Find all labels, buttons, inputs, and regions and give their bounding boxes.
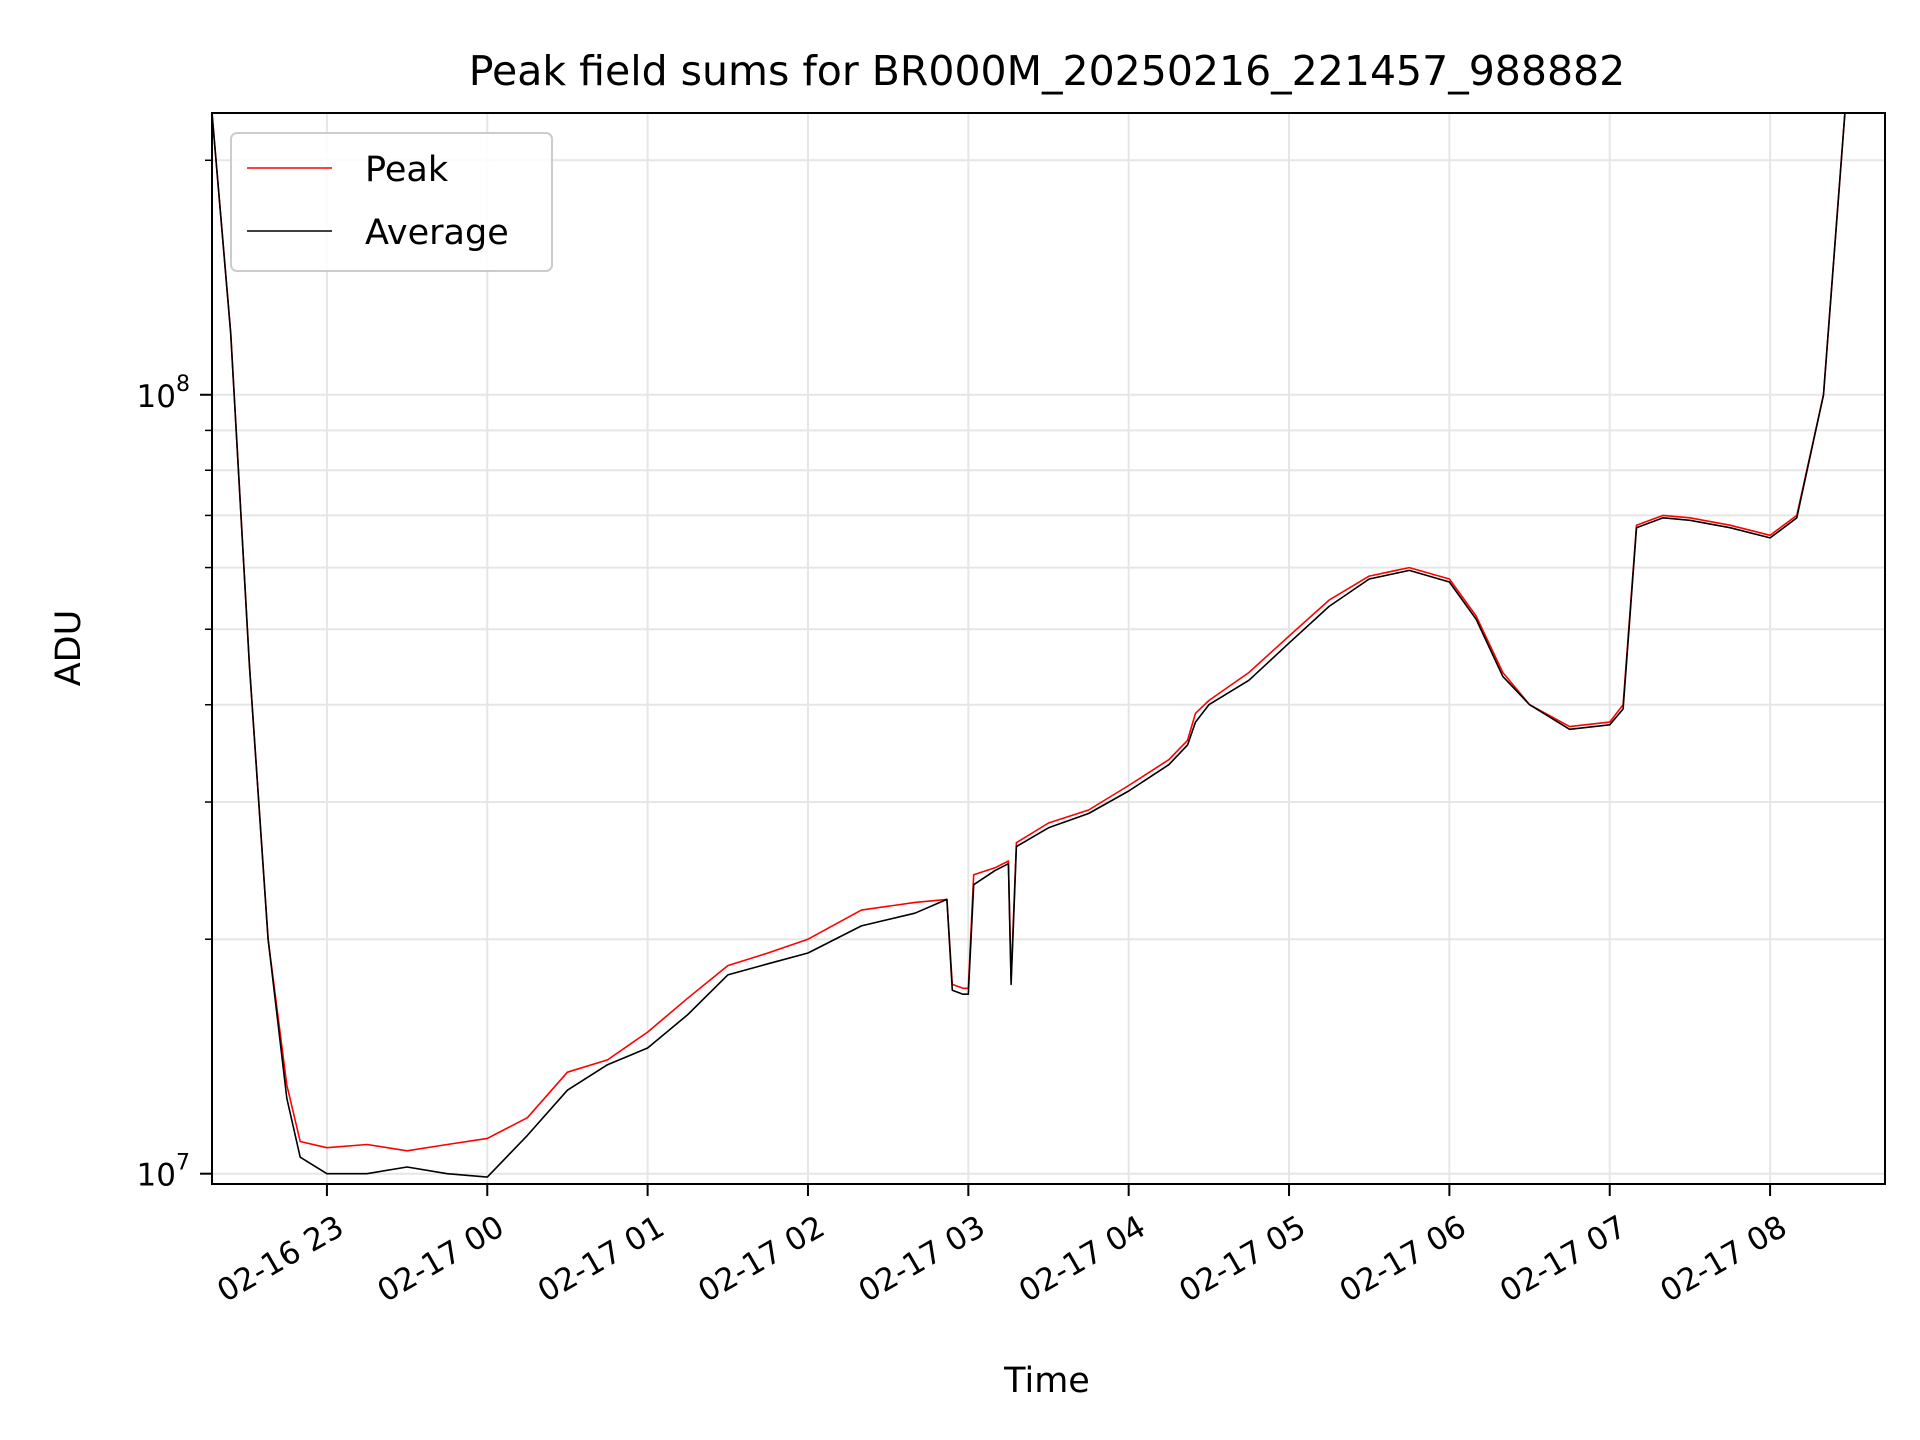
plot-frame bbox=[211, 112, 1886, 1185]
legend-label-average: Average bbox=[365, 213, 509, 253]
x-axis-label: Time bbox=[1003, 1361, 1090, 1401]
x-tick-label: 02-17 07 bbox=[1494, 1209, 1633, 1310]
x-tick-label: 02-17 04 bbox=[1013, 1209, 1152, 1310]
y-tick-label-exponent: 7 bbox=[176, 1151, 190, 1176]
x-axis: 02-16 23 02-17 00 02-17 01 02-17 02 02-17 03… bbox=[211, 1184, 1793, 1310]
x-tick-label: 02-17 01 bbox=[532, 1209, 671, 1310]
grid bbox=[212, 113, 1885, 1184]
y-tick-label: 108 bbox=[137, 372, 190, 415]
x-tick-label: 02-17 00 bbox=[372, 1209, 511, 1310]
x-tick-label: 02-17 08 bbox=[1654, 1209, 1793, 1310]
x-tick-label: 02-17 02 bbox=[692, 1209, 831, 1310]
series-line-average bbox=[212, 113, 1846, 1178]
x-tick-label: 02-16 23 bbox=[211, 1209, 350, 1310]
y-axis-label: ADU bbox=[49, 610, 89, 687]
y-tick-label: 107 bbox=[137, 1151, 190, 1194]
y-tick-label-base: 10 bbox=[137, 379, 176, 415]
y-tick-label-base: 10 bbox=[137, 1158, 176, 1194]
x-tick-label: 02-17 05 bbox=[1173, 1209, 1312, 1310]
x-tick-label: 02-17 03 bbox=[853, 1209, 992, 1310]
legend: Peak Average bbox=[230, 132, 553, 272]
chart-title: Peak field sums for BR000M_20250216_2214… bbox=[469, 47, 1625, 95]
legend-label-peak: Peak bbox=[365, 150, 449, 190]
y-tick-label-exponent: 8 bbox=[176, 372, 190, 397]
x-tick-label: 02-17 06 bbox=[1334, 1209, 1473, 1310]
series-layer bbox=[212, 113, 1846, 1178]
